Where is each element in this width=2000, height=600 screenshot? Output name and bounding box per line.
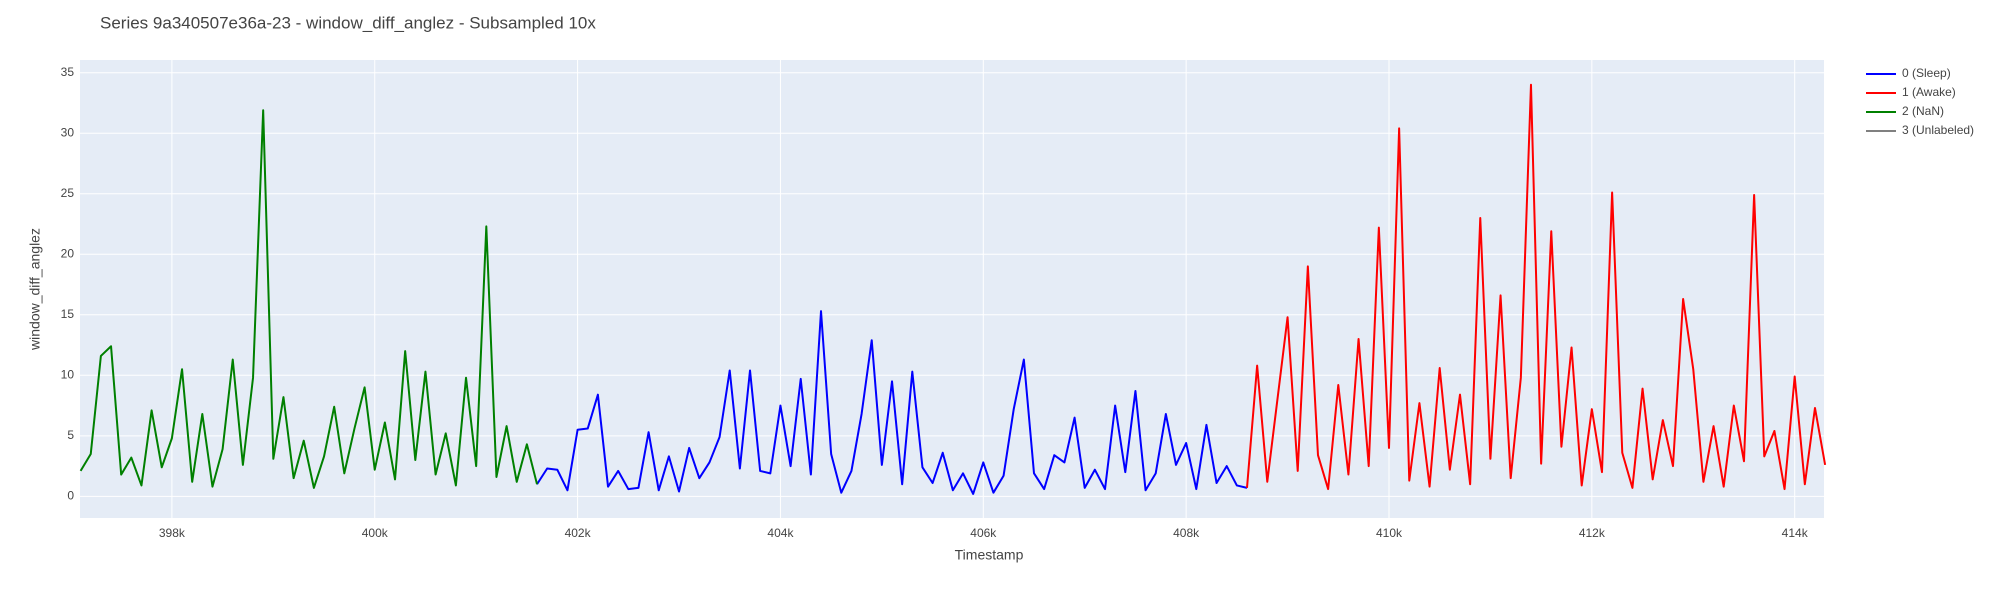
y-tick-label: 10 [61,367,75,381]
legend-label: 1 (Awake) [1902,85,1956,99]
y-tick-label: 5 [67,428,74,442]
x-tick-label: 414k [1782,526,1809,540]
chart-title: Series 9a340507e36a-23 - window_diff_ang… [100,13,596,32]
series-line [1245,83,1827,491]
y-tick-label: 25 [61,186,75,200]
y-tick-label: 30 [61,125,75,139]
x-tick-label: 410k [1376,526,1403,540]
x-tick-label: 398k [159,526,186,540]
x-tick-label: 412k [1579,526,1606,540]
grid [80,60,1824,518]
x-tick-label: 402k [565,526,592,540]
y-tick-label: 0 [67,489,74,503]
x-tick-label: 408k [1173,526,1200,540]
series-line [536,310,1248,495]
y-axis-label: window_diff_anglez [27,228,43,351]
legend-label: 3 (Unlabeled) [1902,123,1974,137]
x-tick-label: 406k [970,526,997,540]
series-line [79,109,538,489]
y-tick-label: 20 [61,246,75,260]
x-tick-label: 400k [362,526,389,540]
legend-label: 0 (Sleep) [1902,66,1951,80]
legend-label: 2 (NaN) [1902,104,1944,118]
y-tick-label: 15 [61,307,75,321]
lines [79,83,1827,495]
x-tick-label: 404k [767,526,794,540]
x-axis-label: Timestamp [955,547,1024,563]
legend: 0 (Sleep) 1 (Awake) 2 (NaN) 3 (Unlabeled) [1866,66,1974,137]
y-tick-label: 35 [61,65,75,79]
